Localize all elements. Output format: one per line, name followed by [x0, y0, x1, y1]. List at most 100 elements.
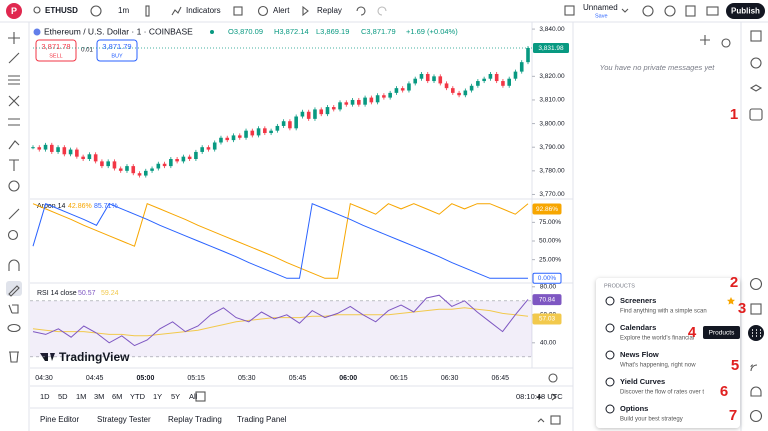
- range-button[interactable]: YTD: [130, 392, 146, 401]
- lock-tool[interactable]: [8, 304, 19, 314]
- candle: [125, 166, 129, 171]
- help-icon[interactable]: [749, 409, 763, 423]
- product-title[interactable]: Screeners: [620, 296, 656, 305]
- search-icon[interactable]: [33, 6, 41, 14]
- product-icon[interactable]: [605, 323, 615, 333]
- candle: [87, 154, 92, 160]
- interval[interactable]: 1m: [118, 6, 129, 15]
- settings-icon[interactable]: [664, 5, 676, 17]
- publish-button[interactable]: [726, 3, 765, 19]
- ruler-tool[interactable]: [8, 208, 20, 220]
- range-button[interactable]: 6M: [112, 392, 122, 401]
- product-title[interactable]: News Flow: [620, 350, 659, 359]
- avatar[interactable]: [6, 3, 22, 19]
- chat-search-icon[interactable]: [721, 38, 731, 48]
- candle: [519, 62, 524, 72]
- forecast-tool[interactable]: [8, 118, 20, 126]
- product-icon[interactable]: [605, 296, 615, 306]
- remove-tool[interactable]: [9, 351, 19, 363]
- snapshot-icon[interactable]: [706, 6, 719, 16]
- buy-label[interactable]: BUY: [111, 53, 123, 59]
- layout-name[interactable]: Unnamed: [583, 3, 618, 12]
- product-title[interactable]: Calendars: [620, 323, 656, 332]
- undo-icon[interactable]: [356, 6, 366, 16]
- layers-icon[interactable]: [749, 84, 763, 92]
- axis-settings[interactable]: [548, 373, 558, 383]
- notifications-icon[interactable]: [750, 386, 762, 397]
- bottom-controls[interactable]: [536, 393, 557, 401]
- buy-price[interactable]: 3,871.79: [102, 42, 131, 51]
- replay[interactable]: Replay: [317, 6, 342, 15]
- aroon-up-tag-label: 92.86%: [536, 206, 558, 213]
- product-title[interactable]: Yield Curves: [620, 377, 665, 386]
- range-button[interactable]: 1D: [40, 392, 50, 401]
- chart-type-icon[interactable]: [145, 5, 150, 17]
- magnet-tool[interactable]: [8, 259, 20, 271]
- candle: [225, 137, 230, 141]
- product-icon[interactable]: [605, 377, 615, 387]
- bottom-tab[interactable]: Replay Trading: [168, 415, 222, 424]
- sell-label[interactable]: SELL: [49, 53, 62, 59]
- new-chat-icon[interactable]: [700, 35, 710, 45]
- fullscreen-icon[interactable]: [685, 5, 696, 17]
- candle: [425, 73, 430, 82]
- candle: [388, 92, 392, 98]
- templates-icon[interactable]: [233, 6, 243, 16]
- range-button[interactable]: 5Y: [171, 392, 180, 401]
- layout-menu[interactable]: [621, 8, 629, 13]
- legend-change: +1.69 (+0.04%): [406, 27, 458, 36]
- indicators-icon[interactable]: [171, 6, 182, 16]
- sell-button[interactable]: [35, 39, 77, 62]
- fib-tool[interactable]: [8, 75, 20, 85]
- candle: [269, 130, 273, 134]
- indicators[interactable]: Indicators: [186, 6, 221, 15]
- stay-in-drawing-tool[interactable]: [8, 285, 20, 297]
- buy-button[interactable]: [96, 39, 138, 62]
- range-button[interactable]: All: [189, 392, 198, 401]
- chats-icon[interactable]: [749, 108, 763, 121]
- layout-icon[interactable]: [564, 5, 575, 16]
- range-button[interactable]: 1Y: [153, 392, 162, 401]
- quick-search[interactable]: [642, 5, 654, 17]
- brush-tool[interactable]: [8, 140, 20, 150]
- zoom-tool[interactable]: [7, 229, 19, 241]
- bottom-tab[interactable]: Strategy Tester: [97, 415, 151, 424]
- text-tool[interactable]: [9, 159, 19, 171]
- trendline-tool[interactable]: [8, 52, 20, 64]
- candle: [338, 102, 342, 110]
- symbol[interactable]: ETHUSD: [45, 6, 78, 15]
- candle: [118, 168, 123, 171]
- product-title[interactable]: Options: [620, 404, 648, 413]
- alert[interactable]: Alert: [273, 6, 290, 15]
- alert-icon[interactable]: [257, 5, 269, 17]
- bottom-tab[interactable]: Pine Editor: [40, 415, 79, 424]
- sell-price[interactable]: 3,871.78: [41, 42, 70, 51]
- calendar-icon[interactable]: [750, 303, 762, 315]
- maximize-panel[interactable]: [550, 415, 561, 425]
- replay-icon[interactable]: [302, 5, 309, 17]
- crosshair-tool[interactable]: [8, 32, 20, 44]
- collapse-panel[interactable]: [537, 418, 545, 423]
- product-icon[interactable]: [605, 350, 615, 360]
- redo-icon[interactable]: [377, 6, 387, 16]
- pattern-tool[interactable]: [8, 95, 20, 107]
- candle: [444, 83, 449, 89]
- range-button[interactable]: 5D: [58, 392, 68, 401]
- alerts-icon[interactable]: [750, 57, 762, 69]
- rsi-label: RSI 14 close: [37, 290, 77, 297]
- annotation-number: 6: [720, 383, 728, 400]
- products-heading: PRODUCTS: [604, 283, 635, 289]
- candle: [200, 147, 204, 152]
- hide-tool[interactable]: [7, 323, 21, 333]
- range-button[interactable]: 1M: [76, 392, 86, 401]
- screeners-icon[interactable]: [749, 277, 763, 291]
- save-status[interactable]: Save: [595, 13, 608, 19]
- watchlist-icon[interactable]: [750, 30, 762, 42]
- range-button[interactable]: 3M: [94, 392, 104, 401]
- news-icon[interactable]: [750, 364, 758, 372]
- date-range-icon[interactable]: [195, 391, 206, 402]
- compare-icon[interactable]: [90, 5, 102, 17]
- icons-tool[interactable]: [8, 180, 20, 192]
- product-icon[interactable]: [605, 404, 615, 414]
- bottom-tab[interactable]: Trading Panel: [237, 415, 287, 424]
